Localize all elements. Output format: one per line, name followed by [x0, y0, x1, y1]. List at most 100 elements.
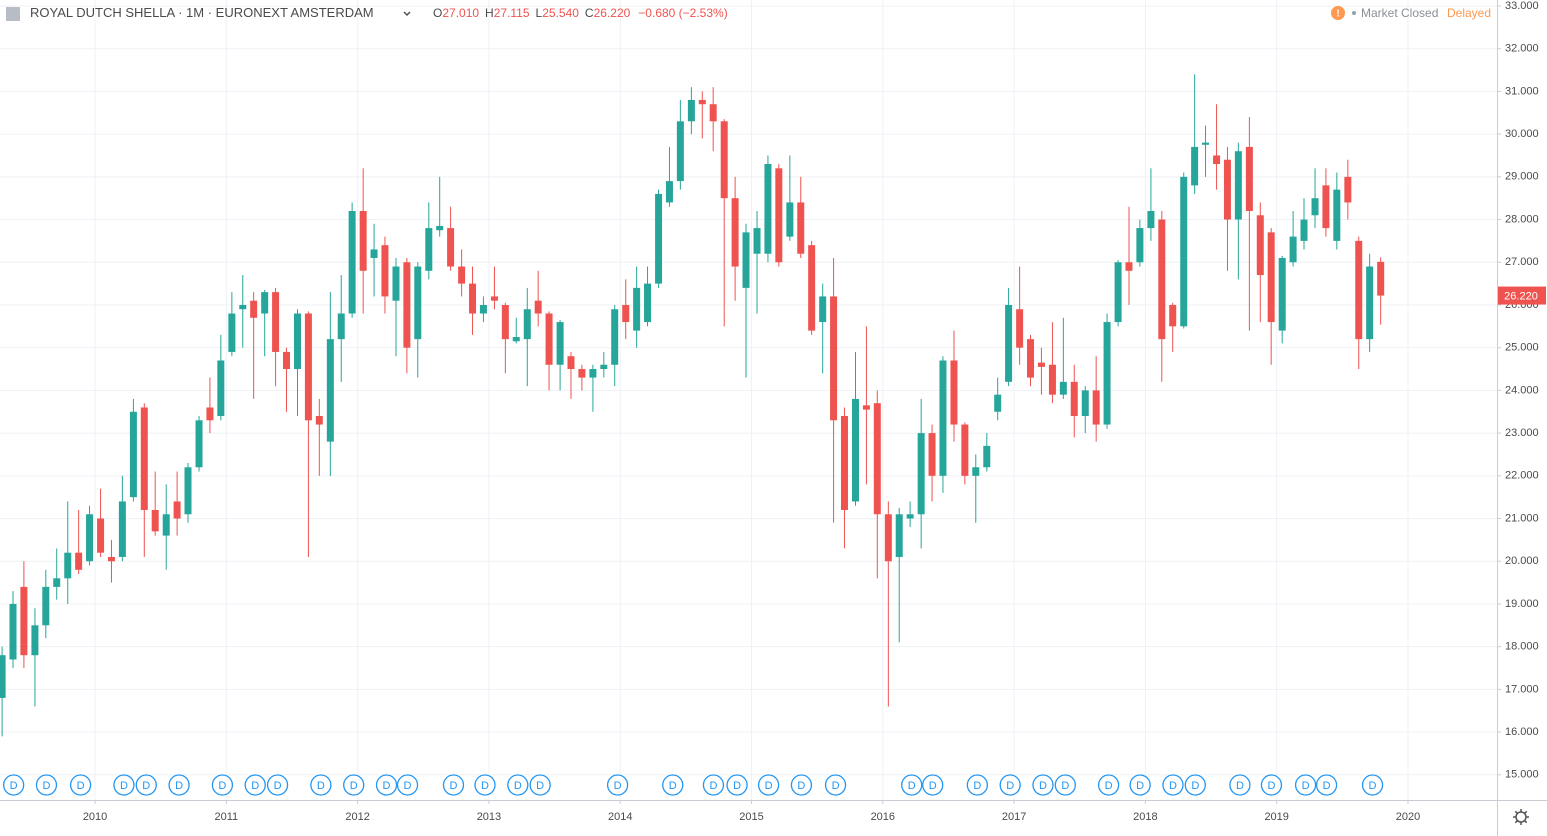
- candle-body: [1125, 262, 1133, 271]
- y-tick-label: 16.000: [1505, 726, 1539, 738]
- dividend-marker[interactable]: [1162, 774, 1184, 796]
- candle-body: [1311, 198, 1319, 216]
- dividend-marker[interactable]: [757, 774, 780, 796]
- symbol-title[interactable]: ROYAL DUTCH SHELLA · 1M · EURONEXT AMSTE…: [30, 5, 374, 20]
- y-tick-label: 32.000: [1505, 43, 1539, 55]
- dividend-marker[interactable]: [507, 774, 529, 796]
- candle-body: [272, 292, 280, 352]
- y-tick-label: 25.000: [1505, 342, 1539, 354]
- dividend-marker[interactable]: [901, 774, 923, 796]
- dividend-label: D: [1323, 780, 1331, 792]
- candle-body: [304, 313, 312, 421]
- delayed: Delayed: [1447, 6, 1491, 20]
- x-tick-label: 2011: [215, 811, 239, 823]
- dividend-marker[interactable]: [1294, 774, 1317, 796]
- candle-body: [655, 193, 663, 284]
- candle-body: [906, 514, 914, 519]
- dividend-marker[interactable]: [474, 774, 496, 796]
- legend-low: 25.540: [542, 6, 579, 20]
- last-price-marker: [1498, 286, 1546, 305]
- dividend-marker[interactable]: [135, 774, 157, 796]
- candle-body: [589, 369, 597, 378]
- dividend-marker[interactable]: [3, 774, 25, 796]
- candle-body: [392, 266, 400, 301]
- dividend-marker[interactable]: [1184, 774, 1206, 796]
- dividend-marker[interactable]: [1129, 774, 1151, 796]
- dividend-label: D: [1169, 780, 1177, 792]
- market-status: Market Closed: [1361, 6, 1438, 20]
- candle-body: [731, 198, 739, 267]
- dividend-marker[interactable]: [702, 774, 725, 796]
- dividend-marker[interactable]: [606, 774, 629, 796]
- dividend-marker[interactable]: [529, 774, 551, 796]
- candle-body: [151, 509, 159, 532]
- dividend-marker[interactable]: [211, 774, 234, 796]
- candle-body: [676, 121, 684, 182]
- dividend-label: D: [536, 780, 544, 792]
- x-tick-label: 2019: [1264, 811, 1288, 823]
- dividend-marker[interactable]: [35, 774, 58, 796]
- candle-body: [852, 398, 860, 502]
- candle-body: [129, 411, 137, 498]
- candle-body: [939, 360, 947, 476]
- dividend-marker[interactable]: [966, 774, 988, 796]
- dividend-marker[interactable]: [824, 774, 847, 796]
- dividend-marker[interactable]: [999, 774, 1021, 796]
- dividend-label: D: [120, 780, 128, 792]
- dividend-marker[interactable]: [113, 774, 135, 796]
- candle-body: [534, 300, 542, 314]
- dividend-label: D: [1191, 780, 1199, 792]
- candle-body: [250, 300, 258, 318]
- status-dot: [1352, 11, 1356, 15]
- candle-body: [1223, 159, 1231, 220]
- dividend-marker[interactable]: [1032, 774, 1054, 796]
- candle-body: [1136, 228, 1144, 263]
- dividend-marker[interactable]: [442, 774, 465, 796]
- dividend-marker[interactable]: [266, 774, 289, 796]
- y-tick-label: 31.000: [1505, 85, 1539, 97]
- dividend-marker[interactable]: [69, 774, 92, 796]
- dividend-marker[interactable]: [662, 774, 684, 796]
- dividend-marker[interactable]: [790, 774, 813, 796]
- candle-body: [239, 304, 247, 310]
- title-chevron[interactable]: [403, 11, 411, 16]
- dividend-marker[interactable]: [1361, 774, 1384, 796]
- settings-button[interactable]: [1513, 809, 1529, 825]
- dividend-marker[interactable]: [1315, 774, 1338, 796]
- legend-open-label: O: [433, 6, 442, 20]
- y-tick-label: 29.000: [1505, 171, 1539, 183]
- dividend-label: D: [765, 780, 773, 792]
- candle-body: [1180, 176, 1188, 327]
- candle-body: [1092, 390, 1100, 425]
- dividend-marker[interactable]: [726, 774, 748, 796]
- y-tick-label: 23.000: [1505, 427, 1539, 439]
- dividend-marker[interactable]: [343, 774, 365, 796]
- dividend-marker[interactable]: [1229, 774, 1251, 796]
- candle-body: [983, 445, 991, 468]
- dividend-marker[interactable]: [1054, 774, 1076, 796]
- dividend-label: D: [709, 780, 717, 792]
- dividend-marker[interactable]: [396, 774, 419, 796]
- candle-body: [917, 433, 925, 515]
- candle-body: [819, 296, 827, 323]
- candle-body: [1103, 322, 1111, 425]
- candle-body: [994, 394, 1002, 412]
- dividend-marker[interactable]: [310, 774, 332, 796]
- dividend-marker[interactable]: [244, 774, 266, 796]
- dividend-marker[interactable]: [1260, 774, 1283, 796]
- dividend-marker[interactable]: [168, 774, 190, 796]
- dividend-marker[interactable]: [1097, 774, 1120, 796]
- axes: 15.000 16.000 17.000 18.000 19.000 20.000 21.0…: [83, 0, 1546, 823]
- candle-body: [1037, 362, 1045, 367]
- dividend-label: D: [1369, 780, 1377, 792]
- candle-body: [1234, 151, 1242, 220]
- candle-body: [31, 625, 39, 656]
- dividend-marker[interactable]: [375, 774, 398, 796]
- dividend-marker[interactable]: [922, 774, 944, 796]
- dividend-label: D: [383, 780, 391, 792]
- candle-body: [1191, 146, 1199, 186]
- status-icon[interactable]: [1331, 6, 1345, 20]
- candle-body: [118, 501, 126, 557]
